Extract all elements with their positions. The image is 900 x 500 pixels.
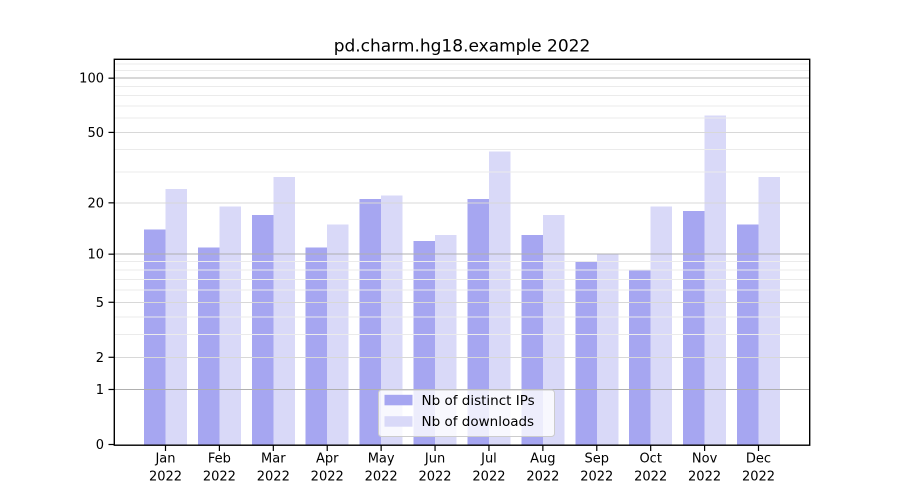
x-axis: Jan 2022 Feb 2022 Mar 2022 Apr 2022 May 2022 Jun 20… [149, 444, 775, 485]
plot-border [113, 58, 811, 446]
bar-may-nb-of-downloads [381, 195, 403, 445]
bar-jan-nb-of-distinct-ips [144, 229, 166, 445]
legend-label-nb-of-distinct-ips: Nb of distinct IPs [422, 393, 535, 409]
y-tick-label-0: 0 [96, 438, 104, 453]
x-tick-label-year-jun: 2022 [418, 470, 451, 485]
x-tick-label-month-nov: Nov [692, 452, 718, 467]
y-tick-label-100: 100 [79, 72, 104, 87]
x-tick-label-month-aug: Aug [530, 452, 555, 467]
bar-feb-nb-of-distinct-ips [197, 247, 220, 445]
x-tick-label-month-jun: Jun [424, 452, 445, 467]
bar-feb-nb-of-downloads [219, 206, 241, 445]
bar-aug-nb-of-downloads [542, 215, 565, 445]
y-tick-label-50: 50 [87, 126, 104, 141]
bar-jul-nb-of-downloads [488, 151, 511, 445]
x-tick-label-month-may: May [368, 452, 395, 467]
y-tick-label-20: 20 [87, 196, 104, 211]
gridlines-group [115, 63, 809, 391]
x-tick-label-year-aug: 2022 [526, 470, 559, 485]
bar-dec-nb-of-downloads [758, 177, 780, 445]
x-tick-label-year-apr: 2022 [311, 470, 344, 485]
y-tick-label-2: 2 [96, 351, 104, 366]
bar-oct-nb-of-downloads [650, 206, 673, 445]
x-tick-label-year-nov: 2022 [688, 470, 721, 485]
x-tick-label-year-may: 2022 [365, 470, 398, 485]
bar-apr-nb-of-distinct-ips [305, 247, 328, 445]
legend-swatch-nb-of-downloads [384, 416, 413, 427]
x-tick-label-year-mar: 2022 [257, 470, 290, 485]
legend-box [378, 389, 555, 437]
x-tick-label-month-mar: Mar [261, 452, 286, 467]
x-tick-label-year-jan: 2022 [149, 470, 182, 485]
bar-may-nb-of-distinct-ips [359, 199, 382, 445]
x-tick-label-year-jul: 2022 [472, 470, 505, 485]
chart-title: pd.charm.hg18.example 2022 [334, 37, 591, 57]
legend-label-nb-of-downloads: Nb of downloads [422, 414, 535, 430]
bar-mar-nb-of-distinct-ips [251, 215, 274, 445]
x-tick-label-month-jul: Jul [480, 452, 497, 467]
legend-swatch-nb-of-distinct-ips [384, 394, 413, 406]
y-tick-label-5: 5 [96, 296, 104, 311]
bar-sep-nb-of-distinct-ips [575, 261, 597, 445]
x-tick-label-month-apr: Apr [316, 452, 339, 467]
x-tick-label-year-oct: 2022 [634, 470, 667, 485]
bars-group [144, 115, 780, 445]
y-axis: 0 1 2 5 10 20 50 100 [79, 72, 115, 453]
x-tick-label-month-jan: Jan [154, 452, 175, 467]
bar-sep-nb-of-downloads [596, 254, 619, 445]
x-tick-label-month-feb: Feb [208, 452, 231, 467]
y-tick-label-10: 10 [87, 248, 104, 263]
x-tick-label-year-sep: 2022 [580, 470, 613, 485]
legend: Nb of distinct IPs Nb of downloads [378, 389, 555, 437]
x-tick-label-month-dec: Dec [746, 452, 771, 467]
bar-jul-nb-of-distinct-ips [467, 199, 489, 445]
x-tick-label-month-sep: Sep [585, 452, 610, 467]
bar-nov-nb-of-distinct-ips [683, 210, 705, 445]
x-tick-label-year-dec: 2022 [742, 470, 775, 485]
y-tick-label-1: 1 [96, 383, 104, 398]
x-tick-label-year-feb: 2022 [203, 470, 236, 485]
x-tick-label-month-oct: Oct [639, 452, 661, 467]
bar-mar-nb-of-downloads [273, 177, 295, 445]
bar-nov-nb-of-downloads [704, 115, 727, 445]
